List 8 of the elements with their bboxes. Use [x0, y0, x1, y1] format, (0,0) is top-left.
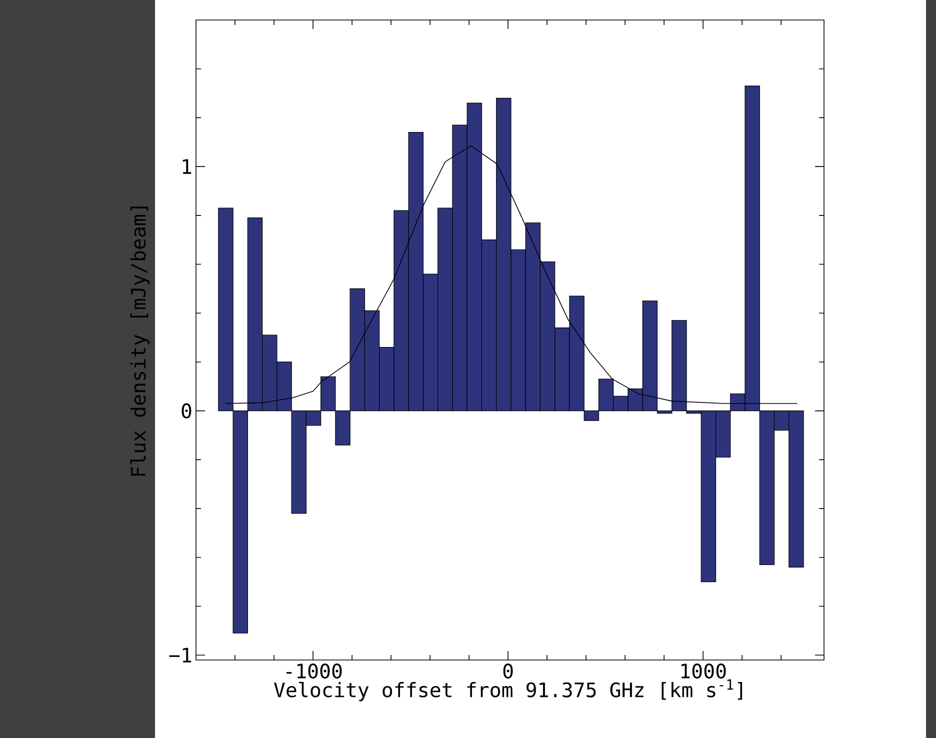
y-axis-title: Flux density [mJy/beam]	[130, 206, 150, 476]
y-tick-label: 0	[182, 403, 192, 418]
x-tick-label: -1000	[286, 664, 342, 679]
x-axis-title: Velocity offset from 91.375 GHz [km s$^{-1}$]	[274, 679, 742, 702]
y-tick-label: 1	[182, 159, 192, 174]
x-tick-label: 0	[503, 664, 513, 679]
x-tick-label: 1000	[681, 664, 726, 679]
y-tick-label: −1	[169, 648, 192, 662]
